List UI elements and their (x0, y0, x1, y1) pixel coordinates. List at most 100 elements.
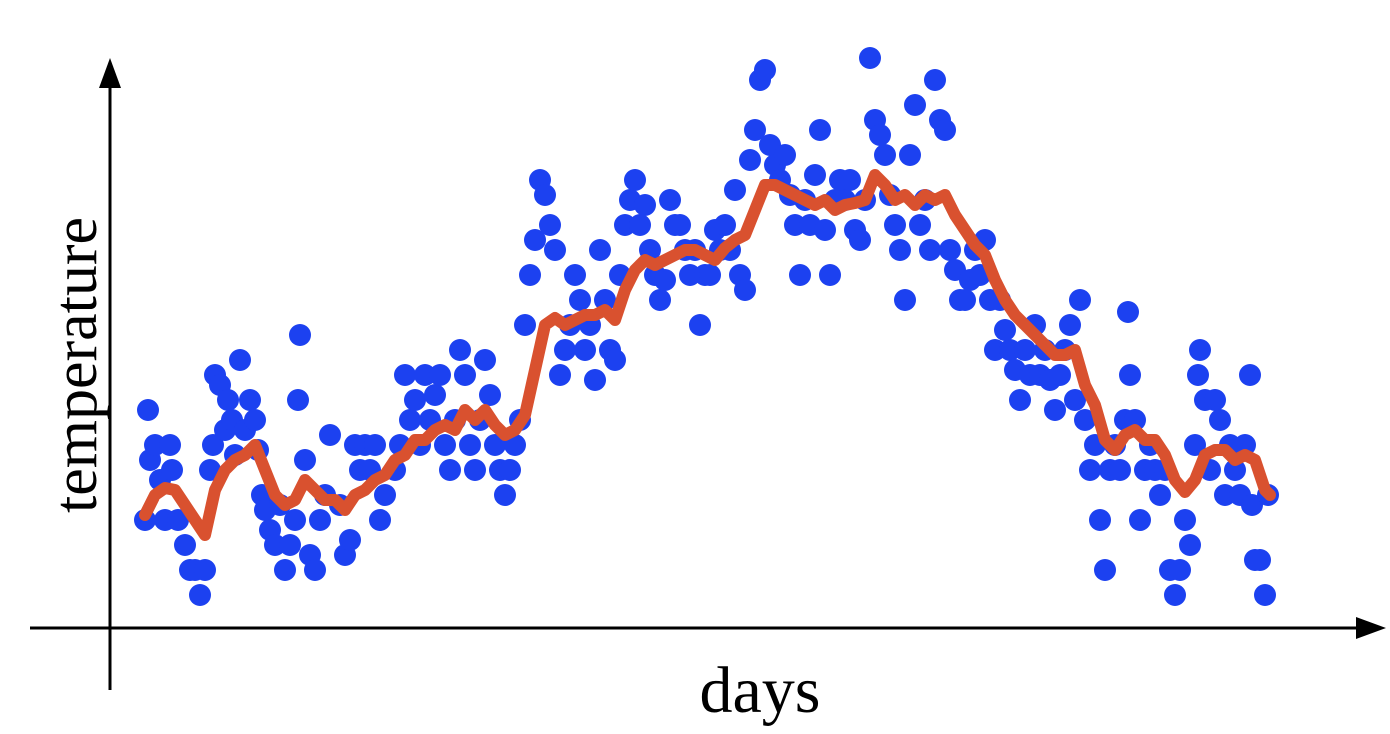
scatter-point (167, 509, 189, 531)
scatter-point (544, 239, 566, 261)
scatter-point (654, 269, 676, 291)
scatter-point (869, 124, 891, 146)
scatter-point (1204, 389, 1226, 411)
scatter-point (1179, 534, 1201, 556)
scatter-point (884, 214, 906, 236)
scatter-point (1254, 584, 1276, 606)
scatter-point (429, 364, 451, 386)
scatter-point (739, 149, 761, 171)
scatter-point (889, 239, 911, 261)
scatter-point (669, 214, 691, 236)
scatter-point (1129, 509, 1151, 531)
scatter-point (1249, 549, 1271, 571)
scatter-point (174, 534, 196, 556)
scatter-point (374, 484, 396, 506)
scatter-point (1149, 484, 1171, 506)
scatter-point (244, 409, 266, 431)
scatter-point (1009, 389, 1031, 411)
scatter-point (849, 229, 871, 251)
scatter-point (819, 264, 841, 286)
scatter-point (339, 529, 361, 551)
scatter-point (1094, 559, 1116, 581)
trend-line (139, 169, 1276, 541)
scatter-point (809, 119, 831, 141)
scatter-point (534, 184, 556, 206)
scatter-point (1241, 494, 1263, 516)
scatter-point (1189, 339, 1211, 361)
scatter-point (217, 389, 239, 411)
scatter-point (189, 584, 211, 606)
scatter-point (574, 339, 596, 361)
scatter-point (199, 459, 221, 481)
scatter-point (554, 339, 576, 361)
scatter-point (519, 264, 541, 286)
scatter-point (859, 47, 881, 69)
scatter-point (494, 484, 516, 506)
scatter-point (284, 509, 306, 531)
scatter-point (1187, 364, 1209, 386)
x-axis-arrow (1356, 617, 1386, 639)
scatter-point (689, 314, 711, 336)
scatter-point (1124, 409, 1146, 431)
scatter-point (294, 449, 316, 471)
y-axis-label: temperature (42, 217, 110, 513)
scatter-point (499, 459, 521, 481)
scatter-point (899, 144, 921, 166)
scatter-point (504, 434, 526, 456)
scatter-point (539, 214, 561, 236)
scatter-point (754, 59, 776, 81)
scatter-point (564, 264, 586, 286)
scatter-point (229, 349, 251, 371)
scatter-point (524, 229, 546, 251)
scatter-point (1119, 364, 1141, 386)
scatter-point (1184, 434, 1206, 456)
scatter-point (634, 194, 656, 216)
scatter-point (904, 94, 926, 116)
scatter-point (1169, 559, 1191, 581)
scatter-point (734, 279, 756, 301)
scatter-point (894, 289, 916, 311)
scatter-point (449, 339, 471, 361)
scatter-point (919, 239, 941, 261)
scatter-point (724, 179, 746, 201)
scatter-point (1064, 389, 1086, 411)
scatter-point (1234, 434, 1256, 456)
scatter-point (629, 214, 651, 236)
scatter-point (464, 459, 486, 481)
scatter-point (1059, 314, 1081, 336)
scatter-point (1014, 339, 1036, 361)
scatter-point (1089, 509, 1111, 531)
scatter-point (454, 364, 476, 386)
scatter-point (194, 559, 216, 581)
scatter-point (909, 214, 931, 236)
scatter-point (814, 219, 836, 241)
scatter-point (1224, 459, 1246, 481)
scatter-point (1164, 584, 1186, 606)
scatter-point (459, 434, 481, 456)
scatter-point (1209, 409, 1231, 431)
scatter-point (699, 264, 721, 286)
scatter-point (274, 559, 296, 581)
scatter-point (279, 534, 301, 556)
scatter-point (589, 239, 611, 261)
scatter-point (159, 434, 181, 456)
scatter-point (874, 144, 896, 166)
x-axis-label: days (700, 654, 821, 727)
scatter-point (404, 389, 426, 411)
y-axis-arrow (99, 58, 121, 88)
scatter-point (434, 434, 456, 456)
scatter-point (839, 169, 861, 191)
scatter-point (394, 364, 416, 386)
scatter-point (569, 289, 591, 311)
scatter-point (424, 384, 446, 406)
scatter-point (939, 239, 961, 261)
scatter-point (934, 119, 956, 141)
scatter-point (399, 409, 421, 431)
scatter-point (774, 144, 796, 166)
scatter-point (1117, 301, 1139, 323)
scatter-point (439, 459, 461, 481)
scatter-point (714, 214, 736, 236)
scatter-point (549, 364, 571, 386)
scatter-point (649, 289, 671, 311)
